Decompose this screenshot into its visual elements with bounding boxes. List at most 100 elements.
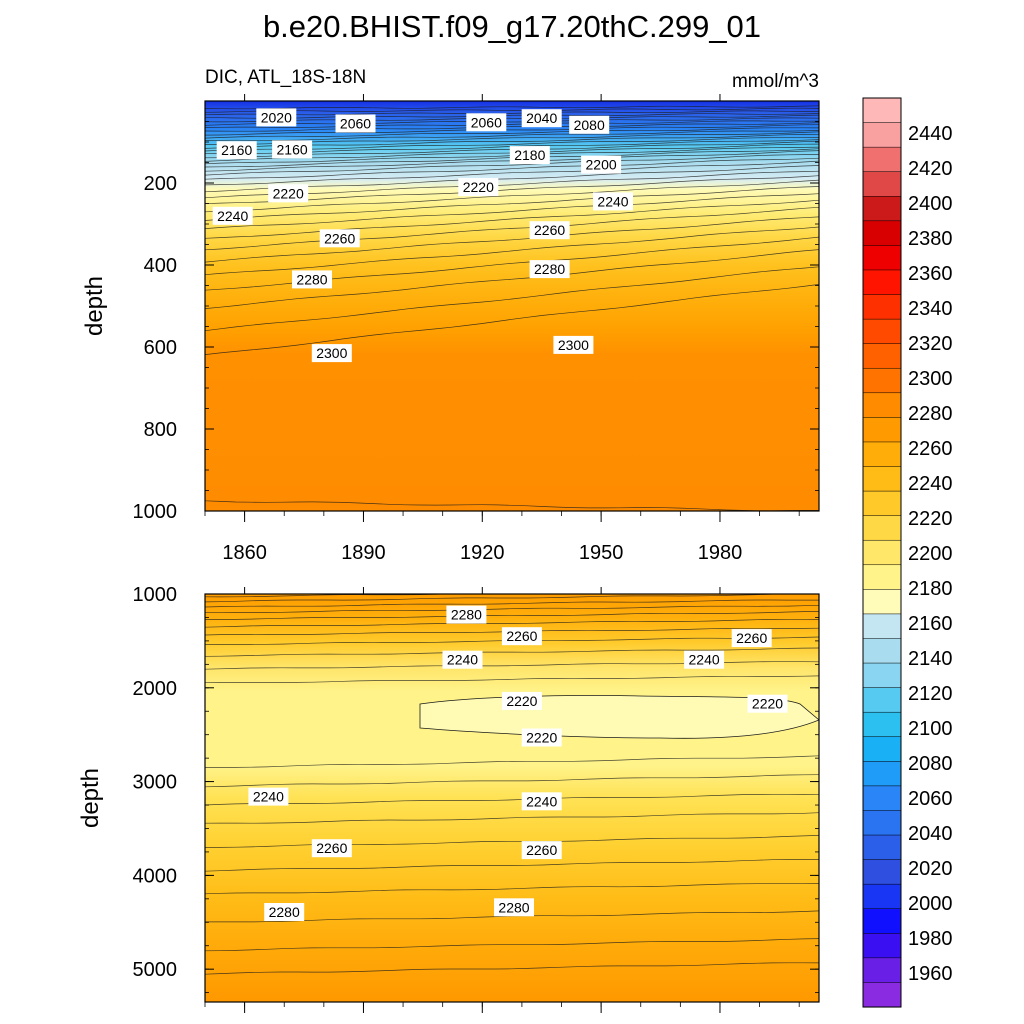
contour-label-box bbox=[593, 192, 633, 211]
lower-contour-lines bbox=[205, 594, 819, 975]
contour-label-text: 2240 bbox=[253, 789, 284, 805]
contour-label-text: 2280 bbox=[498, 899, 529, 915]
contour-label-box bbox=[216, 141, 257, 160]
contour-line bbox=[205, 117, 819, 126]
contour-label-box bbox=[684, 650, 725, 669]
contour-label: 2300 bbox=[311, 344, 352, 363]
lower-plot-field bbox=[205, 594, 819, 1002]
colorbar-box bbox=[862, 908, 902, 934]
contour-line bbox=[205, 793, 819, 806]
colorbar-label: 2280 bbox=[908, 403, 953, 425]
colorbar-label: 2060 bbox=[908, 788, 953, 810]
contour-label-box bbox=[311, 839, 352, 858]
contour-line bbox=[205, 859, 819, 872]
colorbar-box bbox=[862, 834, 902, 861]
colorbar-labels: 1960 1980 2000 2020 2040 2060 2080 2100 2120 2140… bbox=[908, 123, 953, 985]
colorbar-box bbox=[862, 466, 902, 492]
contour-label-text: 2280 bbox=[451, 607, 482, 623]
contour-line bbox=[205, 130, 819, 141]
colorbar-box bbox=[862, 294, 902, 320]
contour-label-box bbox=[509, 146, 550, 165]
colorbar-box bbox=[862, 613, 902, 640]
contour-label-text: 2260 bbox=[534, 222, 565, 238]
contour-line bbox=[205, 105, 819, 110]
colorbar-frame bbox=[862, 97, 902, 1008]
contour-line bbox=[205, 193, 819, 229]
contour-label: 2220 bbox=[458, 178, 499, 197]
contour-label: 2240 bbox=[442, 650, 483, 669]
colorbar-box bbox=[862, 367, 902, 394]
colorbar-box bbox=[862, 392, 902, 418]
colorbar-box bbox=[862, 957, 902, 983]
y-tick-label: 200 bbox=[144, 173, 177, 195]
contour-label-box bbox=[494, 898, 534, 917]
y-tick-label: 1000 bbox=[133, 501, 178, 523]
colorbar-label: 2320 bbox=[908, 333, 953, 355]
contour-label-box bbox=[529, 221, 570, 240]
colorbar-label: 2140 bbox=[908, 648, 953, 670]
contour-line bbox=[205, 675, 819, 684]
contour-label-box bbox=[248, 787, 289, 806]
contour-label-text: 2220 bbox=[273, 185, 304, 201]
contour-label-text: 2260 bbox=[316, 840, 347, 856]
contour-label-box bbox=[581, 155, 622, 174]
contour-label-box bbox=[466, 113, 507, 132]
contour-label-box bbox=[501, 627, 542, 646]
colorbar-box bbox=[862, 810, 902, 836]
chart-units-label: mmol/m^3 bbox=[732, 71, 819, 92]
colorbar-box bbox=[862, 662, 902, 689]
x-tick-label: 1920 bbox=[460, 542, 505, 564]
contour-label-text: 2280 bbox=[296, 271, 327, 287]
contour-label: 2300 bbox=[553, 335, 594, 354]
contour-label-text: 2200 bbox=[586, 157, 617, 173]
upper-contour-labels: 2020 2060 2060 2040 2080 2160 2160 2180 2200 2220… bbox=[212, 108, 633, 363]
contour-label-box bbox=[292, 270, 332, 289]
colorbar-label: 1960 bbox=[908, 963, 953, 985]
lower-plot-frame bbox=[204, 593, 820, 1003]
contour-line bbox=[205, 226, 819, 276]
lower-axis-ticks: 1000 2000 3000 4000 5000 bbox=[133, 584, 819, 1013]
contour-label: 2260 bbox=[311, 839, 352, 858]
contour-line bbox=[205, 599, 819, 608]
contour-label: 2240 bbox=[521, 792, 562, 811]
contour-line bbox=[205, 812, 819, 824]
contour-line bbox=[205, 249, 819, 309]
contour-label: 2260 bbox=[529, 221, 570, 240]
contour-label: 2060 bbox=[466, 113, 507, 132]
contour-label-text: 2300 bbox=[558, 337, 589, 353]
contour-label: 2260 bbox=[521, 841, 562, 860]
colorbar-box bbox=[862, 711, 902, 738]
colorbar-box bbox=[862, 515, 902, 541]
colorbar-label: 2020 bbox=[908, 858, 953, 880]
lower-y-axis-title: depth bbox=[77, 768, 104, 828]
x-tick-label: 1890 bbox=[341, 542, 386, 564]
colorbar-box bbox=[862, 982, 902, 1008]
y-tick-label: 600 bbox=[144, 337, 177, 359]
colorbar-box bbox=[862, 687, 902, 713]
contour-label: 2280 bbox=[264, 903, 305, 921]
contour-label-box bbox=[521, 792, 562, 811]
contour-label-box bbox=[521, 109, 562, 128]
contour-label-box bbox=[458, 178, 499, 197]
contour-label: 2160 bbox=[216, 141, 257, 160]
colorbar-box bbox=[862, 318, 902, 345]
contour-line bbox=[205, 107, 819, 113]
contour-label-box bbox=[446, 605, 487, 624]
contour-label-box bbox=[264, 903, 305, 921]
colorbar-label: 2340 bbox=[908, 298, 953, 320]
contour-label: 2280 bbox=[292, 270, 332, 289]
colorbar-box bbox=[862, 490, 902, 517]
contour-label-box bbox=[335, 114, 376, 133]
contour-line bbox=[205, 604, 819, 613]
contour-label-text: 2240 bbox=[597, 193, 628, 209]
contour-label-text: 2220 bbox=[463, 179, 494, 195]
colorbar-box bbox=[862, 785, 902, 812]
contour-line bbox=[205, 500, 819, 511]
contour-line bbox=[205, 284, 819, 355]
contour-line bbox=[205, 124, 819, 136]
contour-label-text: 2260 bbox=[506, 628, 537, 644]
colorbar-box bbox=[862, 736, 902, 762]
contour-label: 2240 bbox=[212, 206, 253, 225]
contour-line bbox=[205, 611, 819, 620]
